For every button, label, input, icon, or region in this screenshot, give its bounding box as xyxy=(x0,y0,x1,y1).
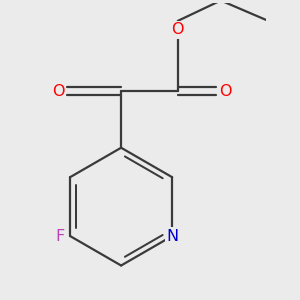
Text: O: O xyxy=(52,84,65,99)
Text: O: O xyxy=(172,22,184,38)
Text: O: O xyxy=(219,84,232,99)
Text: N: N xyxy=(166,229,178,244)
Text: F: F xyxy=(55,229,64,244)
